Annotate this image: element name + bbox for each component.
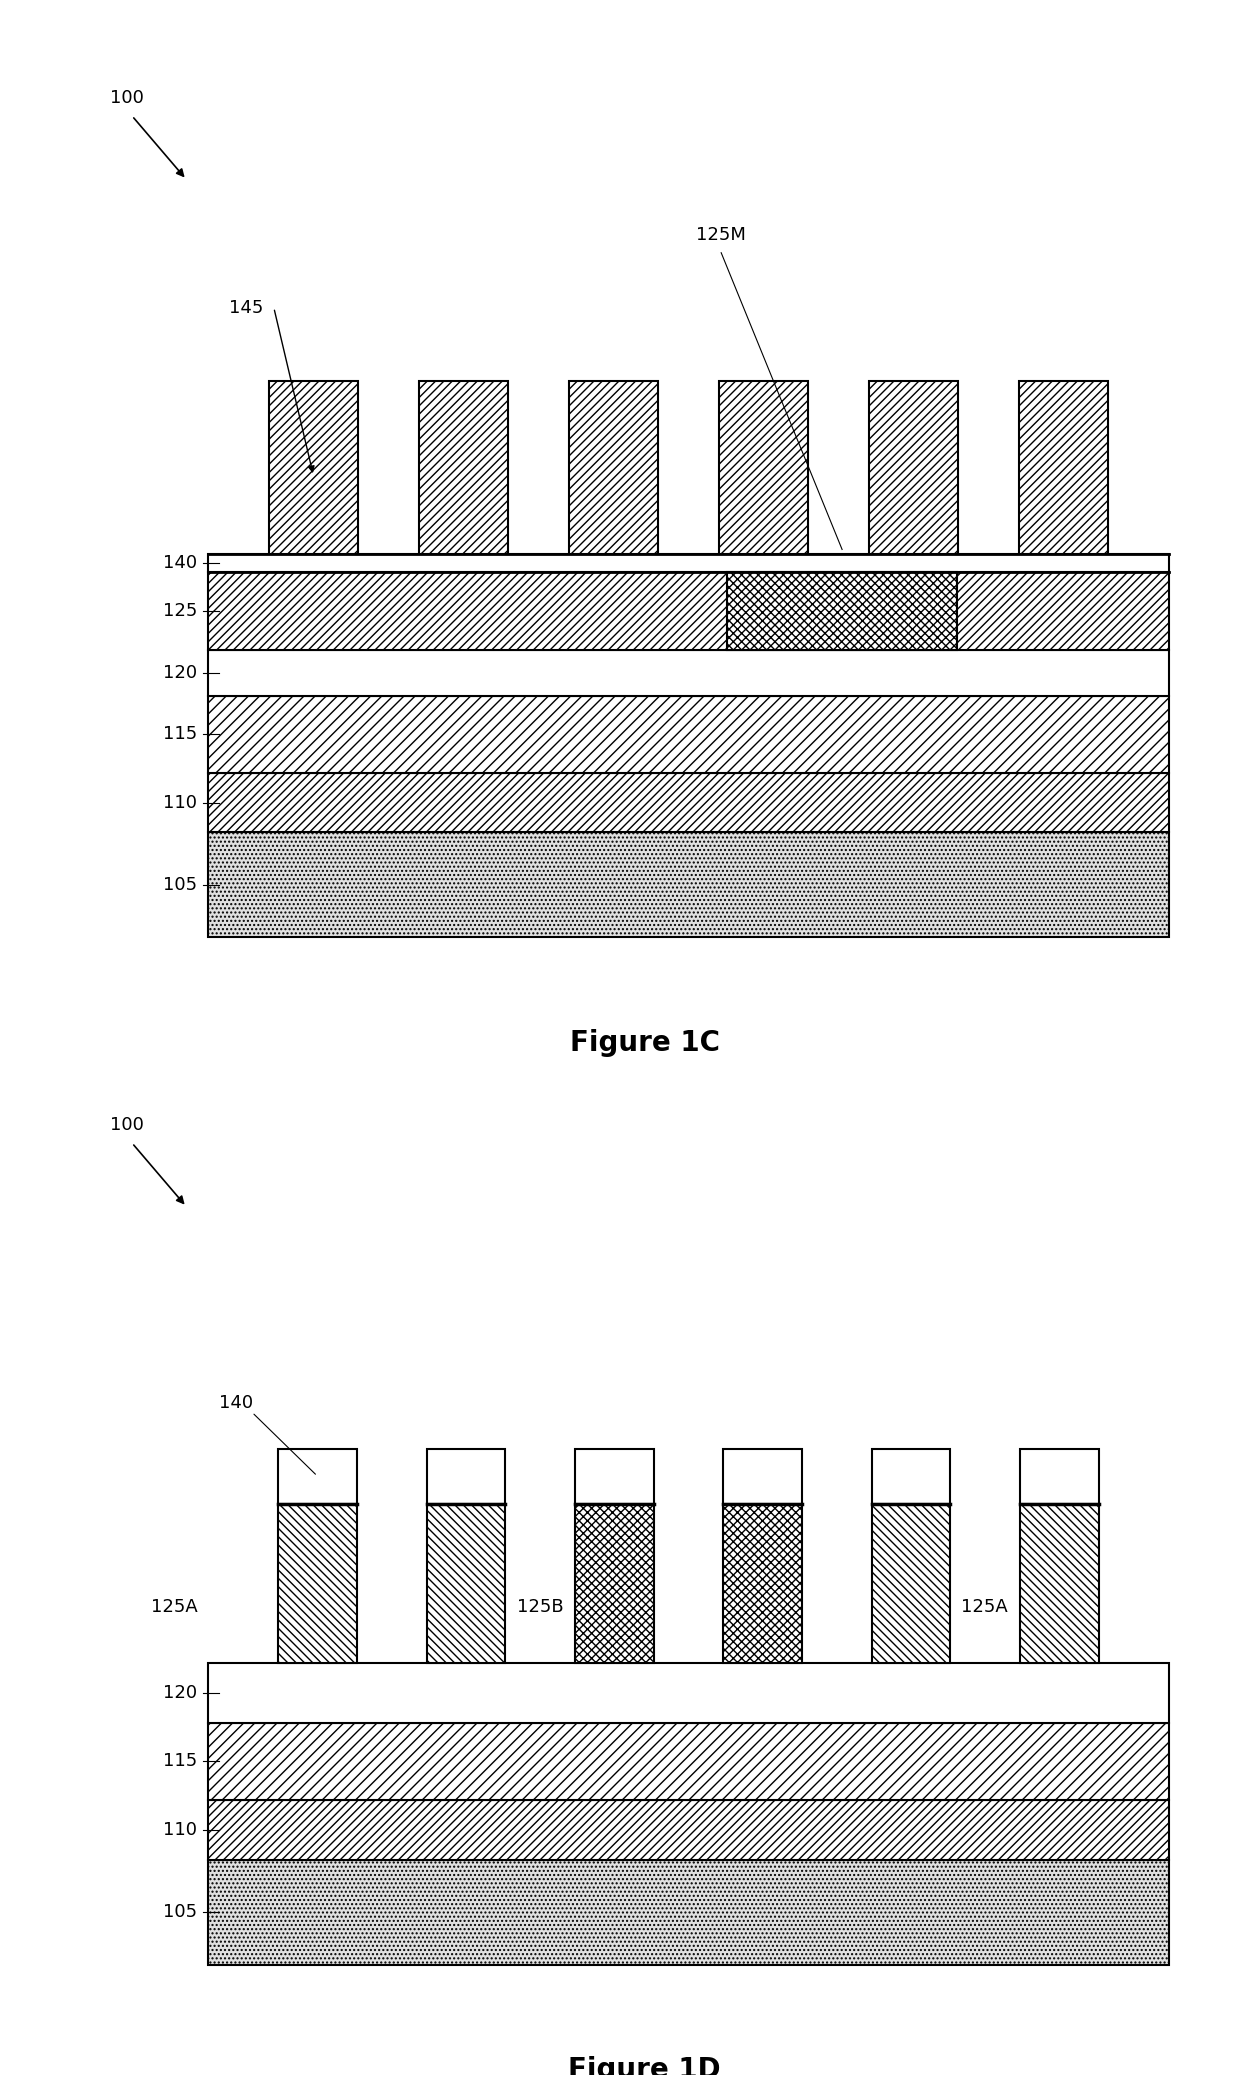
Text: 140: 140: [219, 1394, 253, 1413]
Bar: [872, 1448, 950, 1504]
Text: 140: 140: [164, 554, 197, 573]
Text: Figure 1C: Figure 1C: [570, 1029, 719, 1056]
Bar: [208, 554, 1168, 573]
Text: 100: 100: [110, 1116, 144, 1133]
Bar: [575, 1448, 653, 1504]
Bar: [569, 380, 658, 554]
Bar: [278, 1448, 357, 1504]
Text: 125A: 125A: [150, 1598, 197, 1616]
Bar: [1018, 380, 1109, 554]
Bar: [575, 1504, 653, 1664]
Text: 125A: 125A: [961, 1598, 1008, 1616]
Text: 115: 115: [164, 1753, 197, 1770]
Text: 105: 105: [164, 876, 197, 894]
Text: 100: 100: [110, 89, 144, 106]
Bar: [208, 1859, 1168, 1965]
Bar: [208, 774, 1168, 832]
Bar: [208, 1664, 1168, 1722]
Text: 110: 110: [164, 1822, 197, 1838]
Bar: [208, 695, 1168, 774]
Text: 125M: 125M: [696, 226, 746, 243]
Bar: [208, 1722, 1168, 1801]
Bar: [427, 1448, 505, 1504]
Bar: [723, 1504, 802, 1664]
Text: 120: 120: [164, 1685, 197, 1701]
Bar: [872, 1504, 950, 1664]
Bar: [1021, 1504, 1099, 1664]
Bar: [719, 380, 808, 554]
Bar: [1021, 1448, 1099, 1504]
Bar: [723, 1448, 802, 1504]
Bar: [419, 380, 508, 554]
Bar: [208, 573, 1168, 649]
Text: 125: 125: [162, 602, 197, 620]
Text: 115: 115: [164, 726, 197, 743]
Text: 110: 110: [164, 795, 197, 811]
Bar: [208, 1801, 1168, 1859]
Bar: [208, 649, 1168, 695]
Text: 105: 105: [164, 1903, 197, 1921]
Bar: [278, 1504, 357, 1664]
Text: 120: 120: [164, 664, 197, 683]
Bar: [269, 380, 358, 554]
Text: 125B: 125B: [517, 1598, 564, 1616]
Bar: [427, 1504, 505, 1664]
Bar: [727, 573, 957, 649]
Text: Figure 1D: Figure 1D: [568, 2056, 722, 2075]
Bar: [208, 832, 1168, 938]
Bar: [869, 380, 959, 554]
Text: 145: 145: [228, 299, 263, 317]
